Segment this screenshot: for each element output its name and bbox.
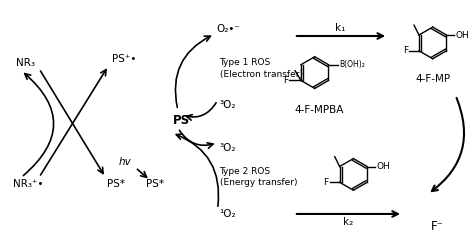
Text: ³O₂: ³O₂ [219,143,236,153]
Text: PS*: PS* [108,179,126,189]
Text: NR₃: NR₃ [16,58,35,68]
Text: B(OH)₂: B(OH)₂ [339,60,365,69]
Text: F⁻: F⁻ [431,220,444,233]
Text: OH: OH [456,31,469,40]
Text: hv: hv [119,156,132,167]
Text: PS*: PS* [146,179,164,189]
Text: Type 2 ROS: Type 2 ROS [219,167,271,176]
Text: PS⁺•: PS⁺• [112,54,137,64]
Text: F: F [283,76,288,85]
Text: 4-F-MP: 4-F-MP [415,74,450,83]
Text: (Electron transfer): (Electron transfer) [219,70,302,79]
Text: Type 1 ROS: Type 1 ROS [219,58,271,67]
Text: (Energy transfer): (Energy transfer) [219,178,297,187]
Text: 4-F-MPBA: 4-F-MPBA [294,105,343,115]
Text: k₂: k₂ [343,217,354,227]
Text: O₂•⁻: O₂•⁻ [217,24,240,34]
Text: F: F [403,46,408,55]
Text: ¹O₂: ¹O₂ [219,209,236,219]
Text: F: F [324,178,329,187]
Text: NR₃⁺•: NR₃⁺• [13,179,44,189]
Text: ³O₂: ³O₂ [219,100,236,110]
Text: PS: PS [173,114,191,126]
Text: OH: OH [376,162,390,171]
Text: k₁: k₁ [335,23,346,33]
